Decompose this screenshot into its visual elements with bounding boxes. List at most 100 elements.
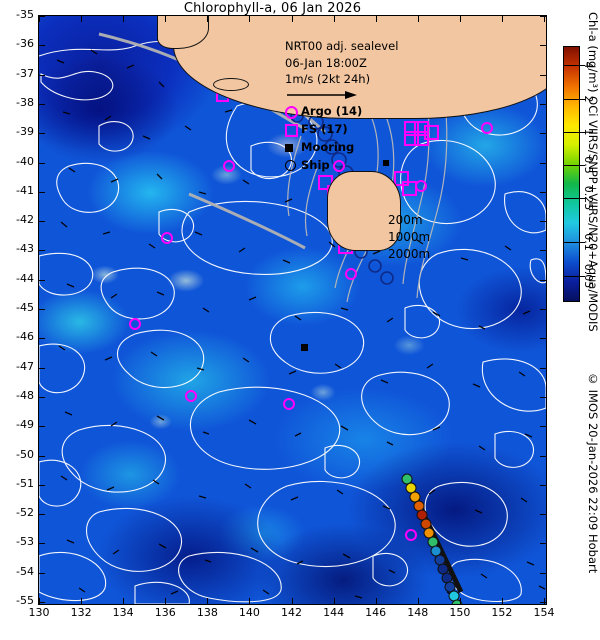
x-axis-tick-label: 140: [238, 606, 260, 619]
depth-contour-labels: 200m 1000m 2000m: [388, 212, 430, 263]
legend-time-line: 06-Jan 18:00Z: [285, 55, 367, 70]
colorbar-tick-label: 0.25: [582, 186, 595, 211]
y-axis-tick: [540, 514, 546, 516]
page-title: Chlorophyll-a, 06 Jan 2026: [183, 1, 362, 16]
transect-station-chain: [401, 473, 464, 604]
map-plot-area[interactable]: NRT00 adj. sealevel 06-Jan 18:00Z 1m/s (…: [38, 15, 547, 605]
legend-argo-label: Argo (14): [301, 103, 363, 118]
x-axis-tick: [207, 16, 209, 22]
y-axis-tick: [540, 103, 546, 105]
colorbar-tick-label: 4: [582, 61, 595, 69]
x-axis-tick: [501, 16, 503, 22]
x-axis-tick-label: 134: [112, 606, 134, 619]
colorbar-tick-label: 0.1: [582, 233, 595, 252]
y-axis-tick: [39, 338, 45, 340]
x-axis-tick-label: 154: [533, 606, 555, 619]
x-axis-tick-label: 132: [70, 606, 92, 619]
colorbar-tick-label: 0.5: [582, 156, 595, 174]
x-axis-tick: [375, 598, 377, 604]
circle-marker-icon: [285, 105, 298, 119]
y-axis-tick: [39, 426, 45, 428]
y-axis-tick: [39, 191, 45, 193]
velocity-scale-arrow-icon: [285, 88, 375, 102]
x-axis-tick: [459, 598, 461, 604]
y-axis-tick: [540, 396, 546, 398]
legend-item-argo: Argo (14): [285, 102, 398, 120]
x-axis-tick-label: 146: [365, 606, 387, 619]
x-axis-tick: [39, 16, 40, 22]
y-axis-tick: [540, 162, 546, 164]
x-axis-tick-label: 130: [28, 606, 50, 619]
y-axis-tick: [39, 279, 45, 281]
colorbar-tick: [563, 242, 585, 244]
y-axis-tick: [540, 426, 546, 428]
legend-item-fs: FS (17): [285, 120, 398, 138]
y-axis-tick: [39, 221, 45, 223]
depth-label-2000m: 2000m: [388, 247, 431, 261]
y-axis-tick: [540, 133, 546, 135]
y-axis-tick: [540, 309, 546, 310]
x-axis-tick: [417, 598, 419, 604]
x-axis-tick: [123, 598, 125, 604]
colorbar-tick: [563, 165, 585, 167]
x-axis-tick: [249, 16, 251, 22]
landmass-tasmania: [327, 171, 401, 251]
colorbar[interactable]: [563, 46, 580, 302]
square-marker-icon: [285, 123, 298, 137]
mooring-markers: [301, 160, 389, 351]
y-axis-tick: [39, 103, 45, 105]
y-axis-tick: [540, 602, 546, 603]
x-axis-tick-label: 136: [154, 606, 176, 619]
x-axis-tick: [81, 16, 83, 22]
y-axis-tick: [39, 309, 45, 310]
x-axis-tick: [291, 598, 293, 604]
y-axis-tick: [39, 455, 45, 457]
x-axis-tick-label: 144: [323, 606, 345, 619]
legend-velocity-scale: 1m/s (2kt 24h): [285, 72, 371, 86]
x-axis-tick-label: 150: [449, 606, 471, 619]
x-axis-tick-label: 152: [491, 606, 513, 619]
y-axis-tick: [540, 191, 546, 193]
x-axis-tick-label: 138: [196, 606, 218, 619]
x-axis-tick: [544, 16, 545, 22]
landmass-australia: [173, 16, 546, 119]
legend-mooring-label: Mooring: [301, 139, 355, 154]
y-axis-tick: [540, 367, 546, 369]
y-axis-tick: [39, 16, 45, 17]
y-axis-tick: [540, 16, 546, 17]
x-axis-tick: [165, 16, 167, 22]
y-axis-tick: [39, 367, 45, 369]
depth-label-1000m: 1000m: [388, 230, 431, 244]
x-axis-tick-label: 142: [281, 606, 302, 619]
y-axis-tick: [540, 74, 546, 76]
colorbar-tick: [563, 198, 585, 200]
y-axis-tick: [540, 455, 546, 457]
x-axis-tick: [291, 16, 293, 22]
credit-text: © IMOS 20-Jan-2026 22:09 Hobart: [586, 372, 600, 574]
x-axis-tick: [417, 16, 419, 22]
y-axis-tick: [540, 250, 546, 252]
y-axis-tick: [540, 221, 546, 223]
legend-fs-label: FS (17): [301, 121, 348, 136]
y-axis-tick: [39, 484, 45, 486]
colorbar-tick: [563, 131, 585, 133]
x-axis-tick: [333, 16, 335, 22]
map-legend: NRT00 adj. sealevel 06-Jan 18:00Z 1m/s (…: [285, 38, 398, 174]
x-axis-tick: [165, 598, 167, 604]
colorbar-tick: [563, 65, 585, 67]
x-axis-tick: [375, 16, 377, 22]
colorbar-tick-label: 0.05: [582, 263, 595, 288]
landmass-kangaroo-island: [213, 78, 249, 91]
y-axis-tick: [39, 514, 45, 516]
legend-ship-label: Ship: [301, 157, 330, 172]
x-axis-tick: [249, 598, 251, 604]
y-axis-tick: [540, 338, 546, 340]
x-axis-tick: [544, 598, 545, 604]
colorbar-tick-label: 2: [582, 95, 595, 103]
y-axis-tick: [39, 396, 45, 398]
x-axis-tick: [81, 598, 83, 604]
y-axis-tick: [540, 572, 546, 574]
x-axis-tick: [207, 598, 209, 604]
y-axis-tick: [39, 162, 45, 164]
x-axis-tick: [333, 598, 335, 604]
